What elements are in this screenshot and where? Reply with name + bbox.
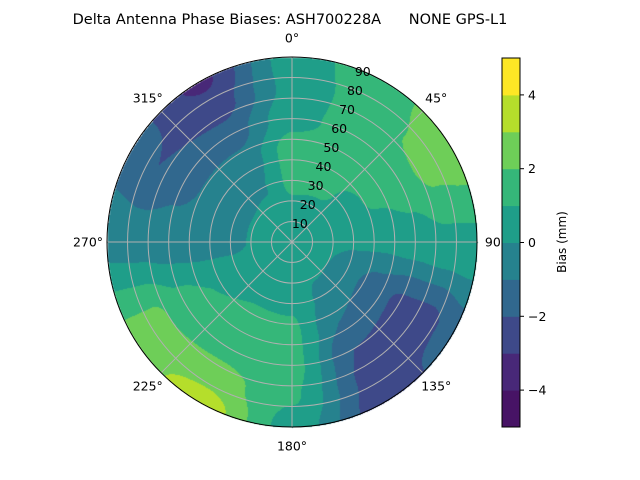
colorbar-segment <box>502 58 520 96</box>
colorbar-segment <box>502 390 520 428</box>
angular-gridline <box>291 110 424 243</box>
angular-tick-label: 45° <box>425 90 447 105</box>
radial-tick-label: 10 <box>292 216 308 231</box>
angular-tick-label: 315° <box>133 90 163 105</box>
radial-tick-label: 90 <box>355 64 371 79</box>
colorbar-tick-label: 4 <box>528 87 536 102</box>
colorbar-ticks: 4 2 0 −2 −4 <box>520 87 546 398</box>
angular-tick-label: 225° <box>133 379 163 394</box>
colorbar-segment <box>502 94 520 133</box>
colorbar-tick-label: 0 <box>528 235 536 250</box>
colorbar-tick-label: 2 <box>528 161 536 176</box>
angular-gridline <box>160 241 293 374</box>
colorbar-segment <box>502 205 520 243</box>
radial-tick-labels: 10 20 30 40 50 60 70 80 90 <box>292 64 371 231</box>
colorbar <box>501 57 521 428</box>
angular-tick-label: 0° <box>285 31 299 46</box>
colorbar-tick-label: −4 <box>528 383 546 398</box>
radial-tick-label: 60 <box>331 121 347 136</box>
angular-tick-label: 180° <box>277 439 307 454</box>
radial-tick-label: 70 <box>339 102 355 117</box>
chart-title: Delta Antenna Phase Biases: ASH700228A N… <box>73 12 508 28</box>
angular-tick-labels: 0°45°90°135°180°225°270°315° <box>73 31 507 454</box>
radial-tick-label: 50 <box>323 140 339 155</box>
radial-tick-label: 40 <box>316 159 332 174</box>
colorbar-segment <box>502 168 520 207</box>
radial-tick-label: 20 <box>300 197 316 212</box>
colorbar-segment <box>502 353 520 391</box>
colorbar-segment <box>502 279 520 317</box>
polar-frame <box>106 56 478 428</box>
angular-tick-label: 270° <box>73 235 103 250</box>
polar-grid <box>106 56 478 428</box>
angular-tick-label: 135° <box>421 379 451 394</box>
colorbar-segment <box>502 131 520 170</box>
colorbar-segment <box>502 242 520 280</box>
angular-gridline <box>160 110 293 243</box>
angular-gridline <box>291 241 424 374</box>
colorbar-segment <box>502 316 520 354</box>
radial-tick-label: 80 <box>347 83 363 98</box>
colorbar-tick-label: −2 <box>528 309 546 324</box>
radial-tick-label: 30 <box>308 178 324 193</box>
colorbar-label: Bias (mm) <box>555 211 569 273</box>
